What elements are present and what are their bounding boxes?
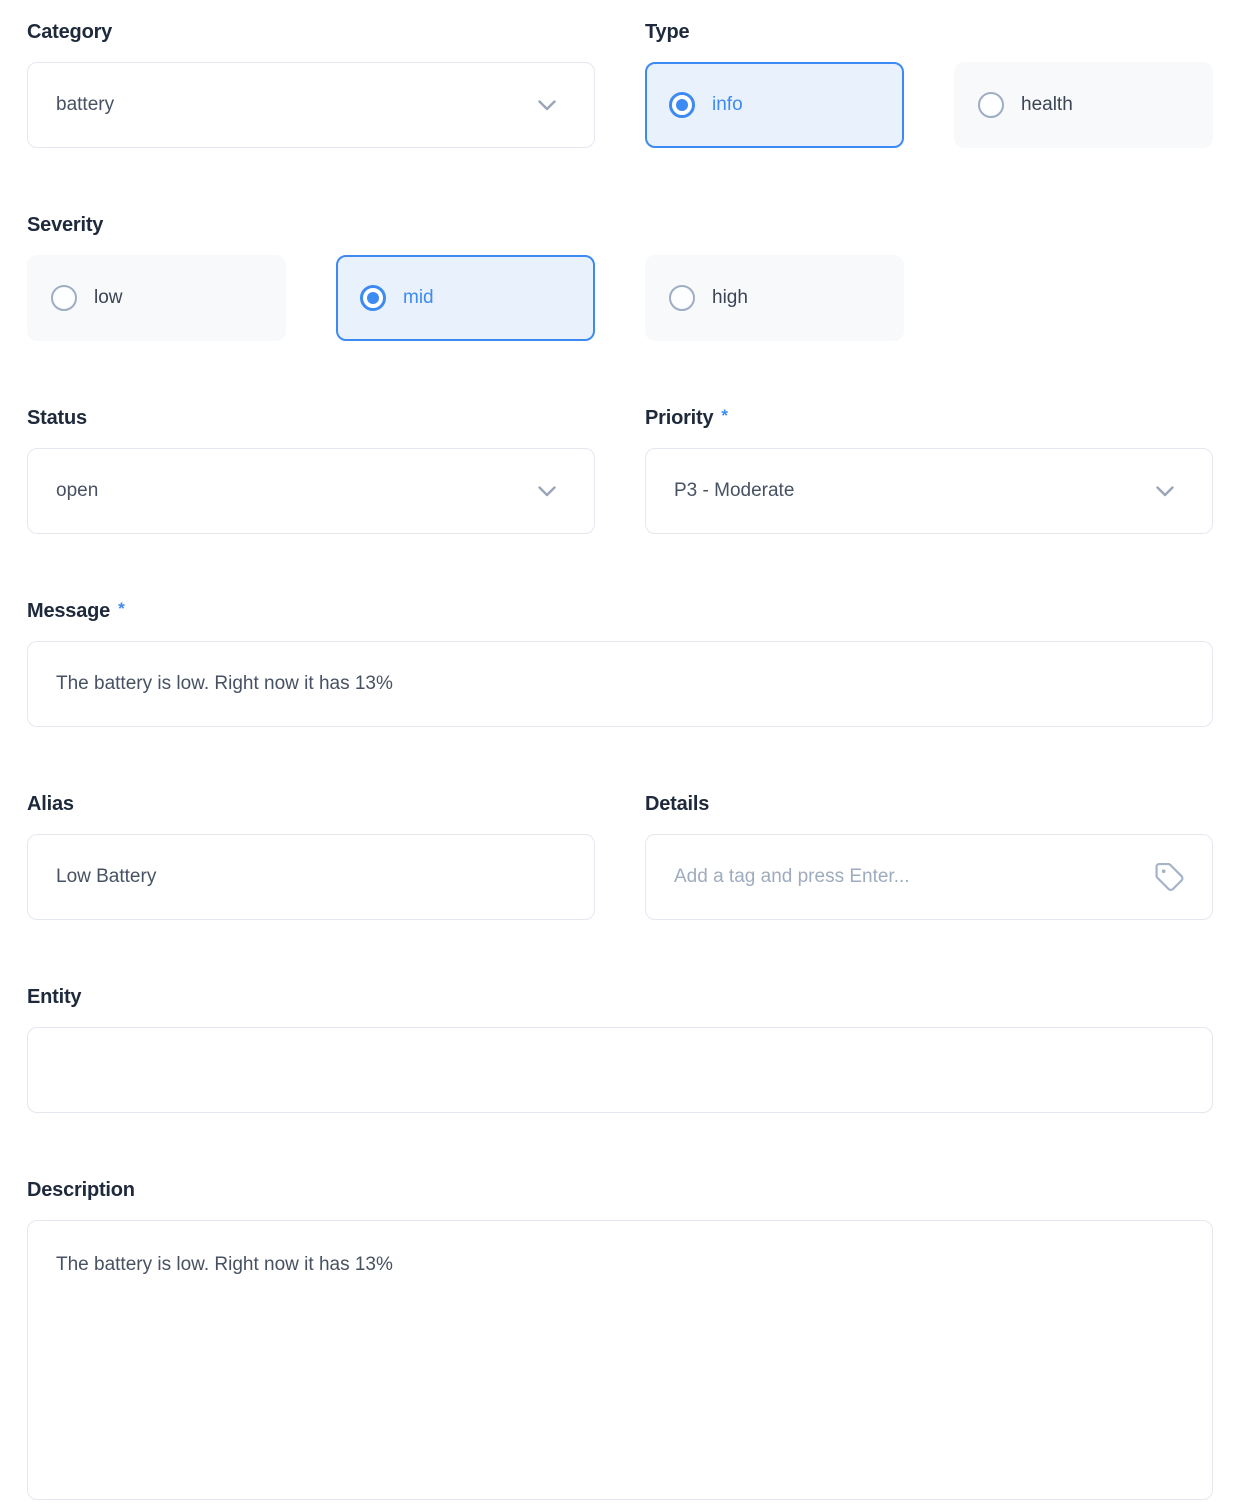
status-field: Status open xyxy=(27,406,595,534)
details-input-wrap xyxy=(645,834,1213,920)
radio-selected-icon xyxy=(669,92,695,118)
row-message: Message * xyxy=(27,599,1213,727)
row-alias-details: Alias Details xyxy=(27,792,1213,920)
details-label: Details xyxy=(645,792,1213,817)
category-select-value: battery xyxy=(56,94,115,115)
type-option-health[interactable]: health xyxy=(954,62,1213,148)
required-asterisk: * xyxy=(721,406,728,425)
severity-option-low-label: low xyxy=(94,287,123,308)
category-field: Category battery xyxy=(27,20,595,148)
row-severity: Severity low mid high xyxy=(27,213,1213,341)
severity-label: Severity xyxy=(27,213,904,238)
status-select-value: open xyxy=(56,480,99,501)
radio-unselected-icon xyxy=(669,285,695,311)
priority-label-text: Priority xyxy=(645,407,714,429)
type-option-health-label: health xyxy=(1021,94,1073,115)
details-tag-input[interactable] xyxy=(645,834,1213,920)
severity-option-mid[interactable]: mid xyxy=(336,255,595,341)
alias-input[interactable] xyxy=(27,834,595,920)
status-label: Status xyxy=(27,406,595,431)
row-description: Description The battery is low. Right no… xyxy=(27,1178,1213,1505)
category-label-text: Category xyxy=(27,21,113,43)
severity-options: low mid high xyxy=(27,255,904,341)
details-field: Details xyxy=(645,792,1213,920)
description-textarea[interactable]: The battery is low. Right now it has 13% xyxy=(27,1220,1213,1500)
radio-unselected-icon xyxy=(978,92,1004,118)
description-label-text: Description xyxy=(27,1179,135,1201)
severity-option-high[interactable]: high xyxy=(645,255,904,341)
category-label: Category xyxy=(27,20,595,45)
description-label: Description xyxy=(27,1178,1213,1203)
row-entity: Entity xyxy=(27,985,1213,1113)
status-label-text: Status xyxy=(27,407,87,429)
type-label-text: Type xyxy=(645,21,690,43)
alias-label: Alias xyxy=(27,792,595,817)
alias-label-text: Alias xyxy=(27,793,74,815)
severity-label-text: Severity xyxy=(27,214,104,236)
radio-unselected-icon xyxy=(51,285,77,311)
type-options: info health xyxy=(645,62,1213,148)
radio-selected-icon xyxy=(360,285,386,311)
chevron-down-icon xyxy=(538,485,556,496)
message-label-text: Message xyxy=(27,600,111,622)
priority-select[interactable]: P3 - Moderate xyxy=(645,448,1213,534)
priority-label: Priority * xyxy=(645,406,1213,431)
row-category-type: Category battery Type info health xyxy=(27,20,1213,148)
type-label: Type xyxy=(645,20,1213,45)
severity-option-mid-label: mid xyxy=(403,287,434,308)
message-field: Message * xyxy=(27,599,1213,727)
status-select[interactable]: open xyxy=(27,448,595,534)
message-label: Message * xyxy=(27,599,1213,624)
severity-field: Severity low mid high xyxy=(27,213,904,341)
type-option-info-label: info xyxy=(712,94,743,115)
entity-label-text: Entity xyxy=(27,986,82,1008)
category-select[interactable]: battery xyxy=(27,62,595,148)
severity-option-low[interactable]: low xyxy=(27,255,286,341)
type-field: Type info health xyxy=(645,20,1213,148)
entity-input[interactable] xyxy=(27,1027,1213,1113)
priority-field: Priority * P3 - Moderate xyxy=(645,406,1213,534)
message-input[interactable] xyxy=(27,641,1213,727)
alias-field: Alias xyxy=(27,792,595,920)
description-field: Description The battery is low. Right no… xyxy=(27,1178,1213,1505)
chevron-down-icon xyxy=(538,99,556,110)
entity-field: Entity xyxy=(27,985,1213,1113)
chevron-down-icon xyxy=(1156,485,1174,496)
severity-option-high-label: high xyxy=(712,287,748,308)
entity-label: Entity xyxy=(27,985,1213,1010)
details-label-text: Details xyxy=(645,793,710,815)
priority-select-value: P3 - Moderate xyxy=(674,480,795,501)
row-status-priority: Status open Priority * P3 - Moderate xyxy=(27,406,1213,534)
type-option-info[interactable]: info xyxy=(645,62,904,148)
required-asterisk: * xyxy=(118,599,125,618)
